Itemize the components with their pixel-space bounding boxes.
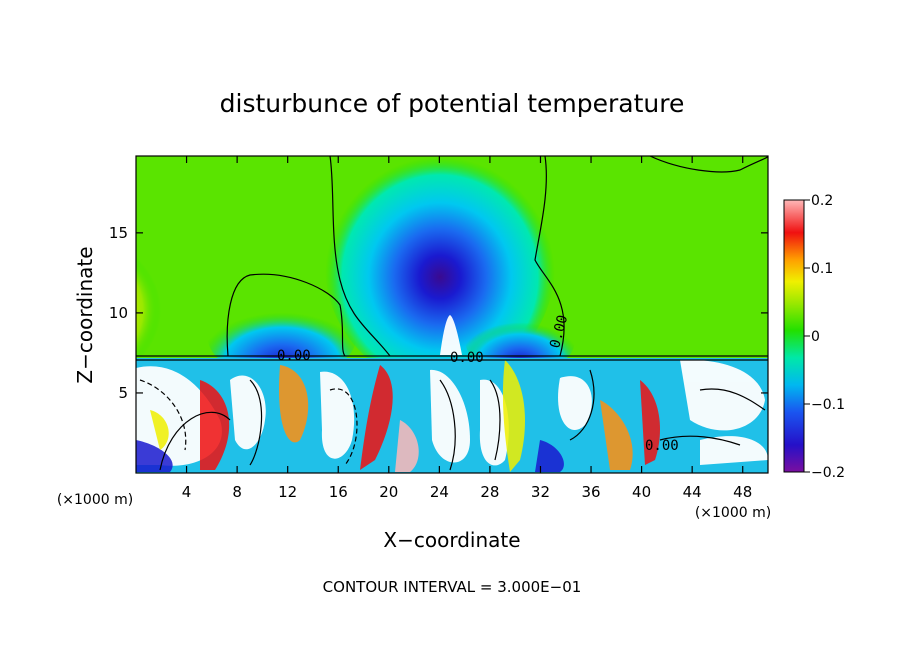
colorbar-tick-label: −0.2 [811, 465, 845, 481]
x-tick-label: 20 [379, 483, 398, 501]
colorbar-tick-label: 0.2 [811, 193, 833, 209]
x-tick-label: 44 [683, 483, 702, 501]
x-tick-label: 16 [329, 483, 348, 501]
contour-interval-note: CONTOUR INTERVAL = 3.000E−01 [323, 578, 582, 596]
x-axis: 4 8 12 16 20 24 28 32 36 40 44 48 [182, 156, 752, 501]
colorbar-tick-label: 0 [811, 329, 820, 345]
contour-label: 0.00 [645, 438, 679, 454]
chart-title: disturbunce of potential temperature [220, 89, 685, 118]
y-tick-label: 5 [118, 384, 128, 402]
x-unit-label: (×1000 m) [57, 492, 133, 508]
contour-label: 0.00 [277, 348, 311, 364]
x-tick-label: 4 [182, 483, 192, 501]
x-unit-label-right: (×1000 m) [695, 505, 771, 521]
x-tick-label: 40 [632, 483, 651, 501]
x-tick-label: 12 [278, 483, 297, 501]
y-axis-title: Z−coordinate [73, 246, 97, 383]
y-tick-label: 10 [109, 304, 128, 322]
plot-frame [135, 155, 769, 474]
x-tick-label: 36 [581, 483, 600, 501]
y-tick-label: 15 [109, 224, 128, 242]
colorbar-ticks: −0.2 −0.1 0 0.1 0.2 [804, 193, 845, 481]
x-axis-title: X−coordinate [383, 528, 520, 552]
x-tick-label: 32 [531, 483, 550, 501]
colorbar-tick-label: −0.1 [811, 397, 845, 413]
colorbar [783, 199, 805, 473]
contour-label: 0.00 [450, 350, 484, 366]
x-tick-label: 28 [480, 483, 499, 501]
x-tick-label: 24 [430, 483, 449, 501]
heatmap-field: 0.00 0.00 0.00 0.00 [136, 156, 768, 473]
y-axis: 5 10 15 [109, 224, 768, 402]
x-tick-label: 8 [232, 483, 242, 501]
x-tick-label: 48 [733, 483, 752, 501]
colorbar-tick-label: 0.1 [811, 261, 833, 277]
